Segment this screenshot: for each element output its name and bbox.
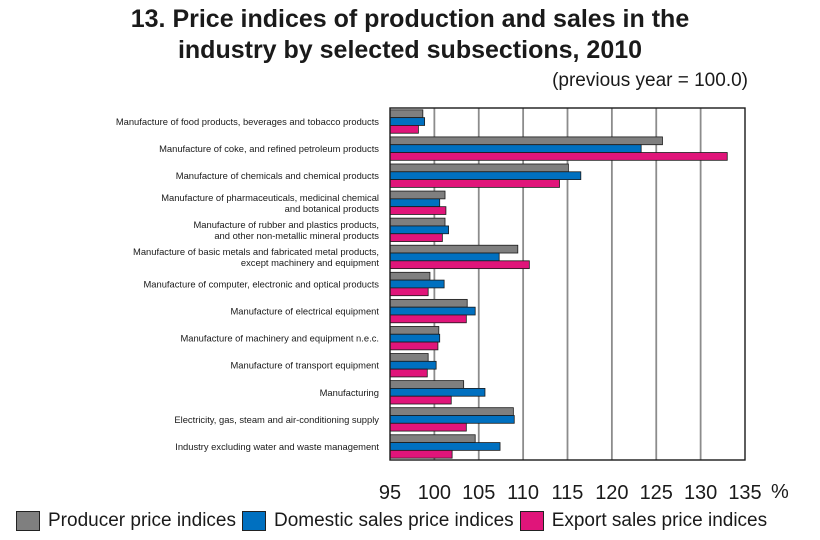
legend-swatch-producer [16,511,40,531]
x-tick-label: 115 [552,482,584,500]
bar [389,298,468,308]
bar [389,198,441,208]
legend-item-domestic: Domestic sales price indices [241,510,514,532]
bar [389,360,437,370]
bar [389,217,446,227]
legend-item-export: Export sales price indices [519,510,768,532]
bar [389,252,500,262]
bar [389,287,429,297]
category-label: Manufacture of pharmaceuticals, medicina… [161,192,379,203]
bar [389,179,560,188]
bar [389,442,501,451]
category-label: except machinery and equipment [241,257,379,268]
bar [389,395,452,405]
category-label: Manufacture of machinery and equipment n… [180,333,379,344]
bar [389,206,447,215]
bar [389,144,642,153]
bar [389,306,476,316]
bar [389,117,426,126]
legend-swatch-domestic [241,511,266,531]
category-label: Manufacture of rubber and plastics produ… [193,219,379,230]
bar [389,407,514,416]
category-label: and botanical products [285,203,380,214]
bar [389,314,467,324]
x-tick-label: 135 [728,482,761,500]
chart-title-line-2: industry by selected subsections, 2010 [177,36,643,64]
bar [389,353,429,362]
bar [389,125,419,134]
bar [389,190,446,200]
bar [389,422,467,432]
bar [389,449,453,459]
category-label: Manufacture of food products, beverages … [116,116,379,127]
bar [389,233,443,242]
legend-swatch-export [519,511,544,531]
bar [389,341,439,351]
bar [389,136,663,146]
x-tick-label: 130 [684,482,717,500]
chart-title-line-1: 13. Price indices of production and sale… [130,5,690,33]
category-label: Manufacturing [320,387,379,398]
x-tick-label: 125 [640,482,673,500]
bar [389,368,428,378]
bar [389,244,519,254]
category-label: Manufacture of coke, and refined petrole… [159,143,379,154]
chart-legend: Producer price indices Domestic sales pr… [16,510,773,532]
bar [389,415,515,424]
x-tick-label: 100 [418,482,451,500]
category-label: Manufacture of computer, electronic and … [143,279,379,290]
chart-title: 13. Price indices of production and sale… [0,4,820,66]
x-tick-label: 95 [379,482,401,500]
bar [389,271,431,281]
bar [389,163,569,173]
x-unit-label: % [771,481,789,500]
category-label: Manufacture of electrical equipment [230,306,379,317]
legend-label-producer: Producer price indices [48,510,236,531]
legend-item-producer: Producer price indices [16,510,236,532]
bar [389,225,449,235]
category-label: Electricity, gas, steam and air-conditio… [174,414,379,425]
legend-label-domestic: Domestic sales price indices [273,510,514,531]
bar [389,279,445,289]
plot-frame [389,107,746,461]
bar [389,333,441,343]
bar [389,152,728,161]
bar [389,326,440,335]
bar [389,380,465,389]
bar [389,109,424,119]
category-label: Manufacture of basic metals and fabricat… [133,246,379,257]
x-tick-label: 105 [462,482,495,500]
category-label: Manufacture of chemicals and chemical pr… [176,170,380,181]
category-label: Industry excluding water and waste manag… [175,441,379,452]
bar [389,434,476,443]
category-label: Manufacture of transport equipment [230,360,379,371]
x-tick-label: 110 [507,482,539,500]
x-tick-label: 120 [595,482,628,500]
category-label: and other non-metallic mineral products [214,230,379,241]
legend-label-export: Export sales price indices [551,510,768,531]
bar [389,388,486,397]
bar [389,260,530,270]
bar-chart: Manufacture of food products, beverages … [116,107,789,500]
chart-subtitle: (previous year = 100.0) [552,70,748,91]
bar [389,171,582,180]
